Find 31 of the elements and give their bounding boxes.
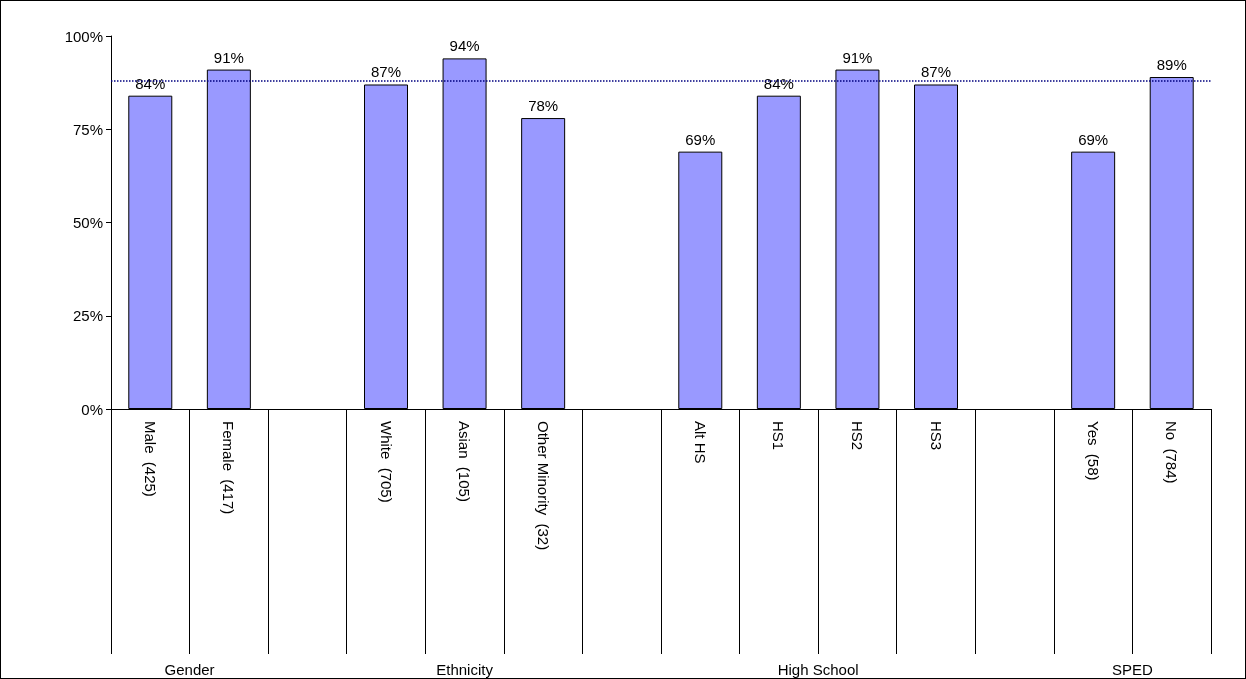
x-tick-label: Other Minority (32) xyxy=(534,421,552,551)
data-label: 94% xyxy=(449,37,480,55)
y-tick-label: 75% xyxy=(72,120,103,138)
data-label: 84% xyxy=(135,74,166,92)
x-tick-label: Male (425) xyxy=(141,421,159,497)
x-tick-label: Female (417) xyxy=(220,421,238,515)
data-label: 89% xyxy=(1156,56,1187,74)
data-label: 87% xyxy=(920,63,952,81)
x-tick-label: Asian (105) xyxy=(456,421,474,502)
x-tick-label: White (705) xyxy=(377,421,395,503)
x-tick-label: Yes (58) xyxy=(1084,421,1102,481)
text: Gender xyxy=(164,660,215,678)
x-tick-label: HS2 xyxy=(848,421,866,451)
text: SPED xyxy=(1112,660,1154,678)
data-label: 78% xyxy=(528,97,559,115)
x-tick-label: HS1 xyxy=(770,421,788,451)
data-label: 91% xyxy=(842,48,873,66)
text: Ethnicity xyxy=(436,660,494,678)
y-tick-label: 50% xyxy=(72,214,103,231)
y-tick-label: 0% xyxy=(81,400,103,418)
data-label: 69% xyxy=(685,130,716,148)
data-label: 84% xyxy=(763,74,794,92)
x-tick-label: Alt HS xyxy=(691,421,709,464)
x-tick-label: No (784) xyxy=(1163,421,1181,484)
x-tick-label: HS3 xyxy=(927,421,945,451)
y-tick-label: 100% xyxy=(64,27,103,45)
text: High School xyxy=(777,660,859,678)
y-tick-label: 25% xyxy=(72,307,103,325)
data-label: 87% xyxy=(370,63,402,81)
data-label: 69% xyxy=(1078,130,1109,148)
data-label: 91% xyxy=(213,48,244,66)
